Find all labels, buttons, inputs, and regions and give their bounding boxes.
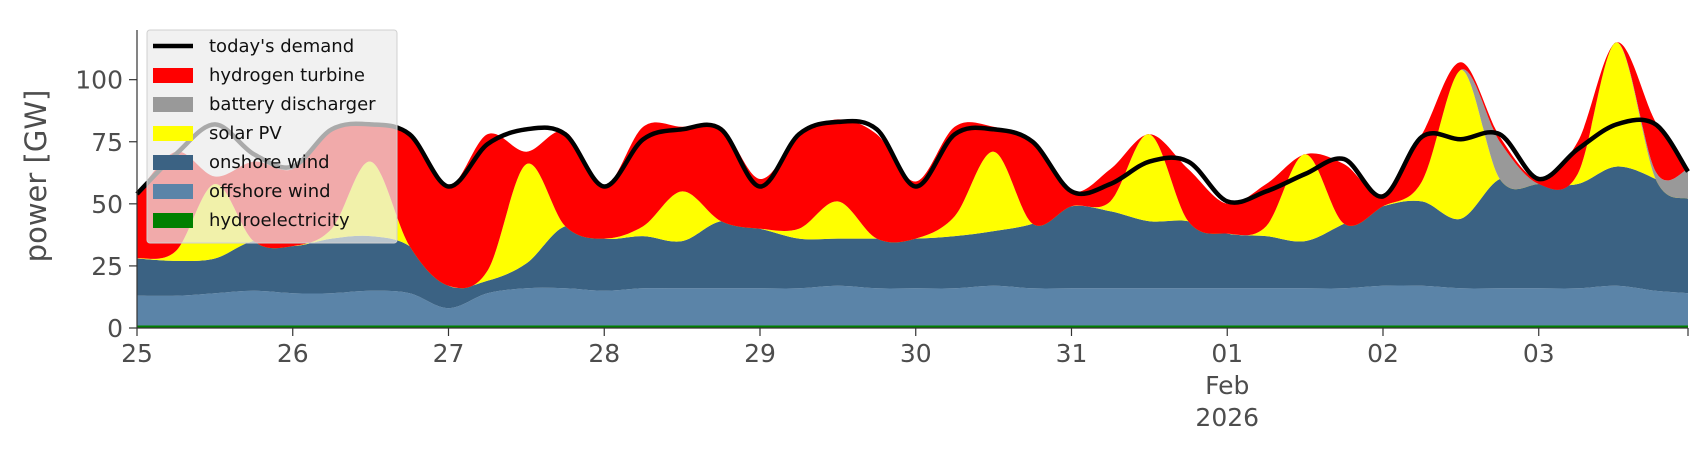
legend-label-today-s-demand: today's demand [209, 36, 354, 57]
area-hydroelectricity [137, 325, 1688, 328]
y-tick-label: 50 [91, 190, 123, 219]
demand-line [135, 117, 1690, 205]
area-offshore-wind [137, 285, 1688, 326]
x-tick-label: 31 [1056, 339, 1088, 368]
demand-line-group [135, 117, 1690, 205]
legend-label-battery-discharger: battery discharger [209, 94, 376, 115]
area-series-group [137, 42, 1688, 328]
x-tick-label: 26 [277, 339, 309, 368]
legend-swatch-hydrogen-turbine [153, 68, 193, 83]
legend-label-onshore-wind: onshore wind [209, 152, 330, 173]
legend-swatch-onshore-wind [153, 155, 193, 170]
legend-swatch-battery-discharger [153, 97, 193, 112]
y-tick-label: 0 [107, 314, 123, 343]
y-axis-label: power [GW] [19, 90, 53, 263]
x-tick-sublabel: 2026 [1195, 403, 1259, 432]
x-tick-label: 30 [900, 339, 932, 368]
area-onshore-wind [137, 166, 1688, 309]
x-tick-label: 28 [588, 339, 620, 368]
x-tick-sublabel: Feb [1205, 371, 1249, 400]
y-tick-group: 0 25 50 75 100 [75, 66, 137, 343]
legend-label-solar-pv: solar PV [209, 123, 282, 144]
x-tick-label: 27 [433, 339, 465, 368]
legend-swatch-solar-pv [153, 126, 193, 141]
legend-label-hydroelectricity: hydroelectricity [209, 210, 350, 231]
y-tick-label: 75 [91, 128, 123, 157]
legend-swatch-offshore-wind [153, 184, 193, 199]
x-tick-group: 25 26 27 28 29 30 31 01 Feb 2026 02 03 [121, 328, 1689, 432]
area-solar-pv [137, 42, 1688, 289]
legend-label-offshore-wind: offshore wind [209, 181, 331, 202]
legend: today's demand hydrogen turbine battery di… [146, 29, 398, 244]
x-tick-label: 29 [744, 339, 776, 368]
legend-label-hydrogen-turbine: hydrogen turbine [209, 65, 365, 86]
legend-swatch-hydroelectricity [153, 213, 193, 228]
x-tick-label: 03 [1523, 339, 1555, 368]
x-tick-label: 25 [121, 339, 153, 368]
y-tick-label: 25 [91, 252, 123, 281]
area-hydrogen-turbine [137, 42, 1688, 289]
y-tick-label: 100 [75, 66, 123, 95]
x-tick-label: 02 [1367, 339, 1399, 368]
legend-box [146, 29, 398, 244]
x-tick-label: 01 [1211, 339, 1243, 368]
